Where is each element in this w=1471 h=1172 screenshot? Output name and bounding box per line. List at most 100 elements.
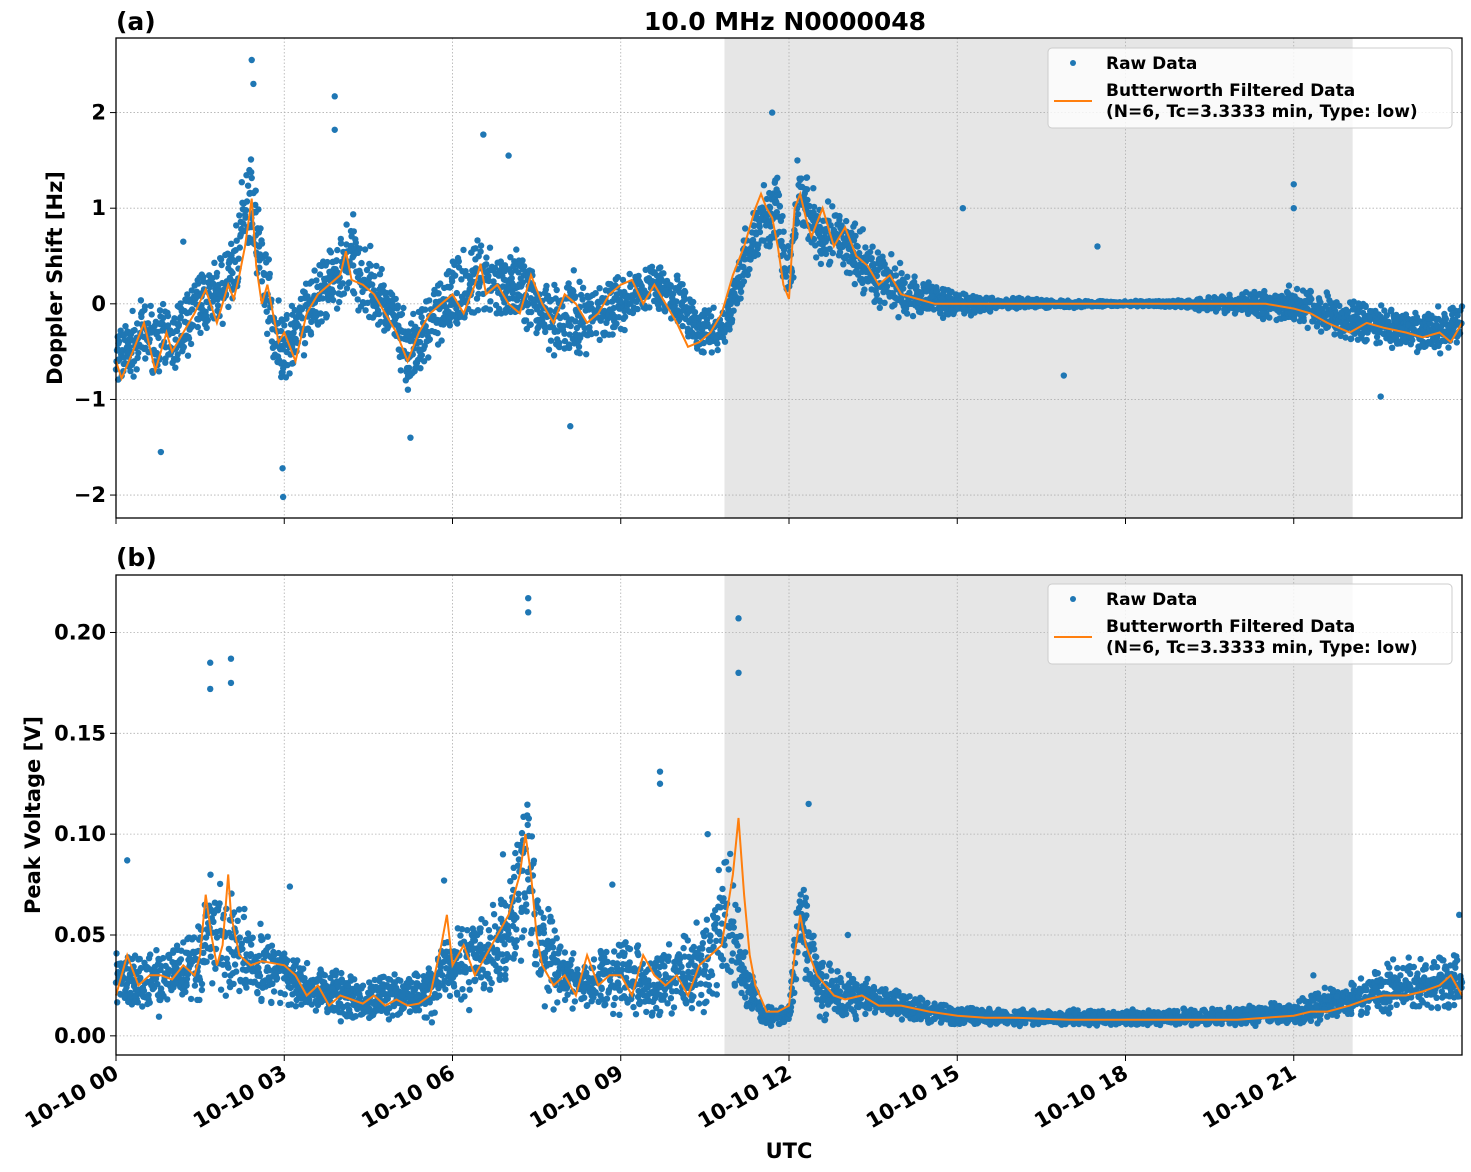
raw-data-point bbox=[135, 349, 142, 357]
raw-data-point bbox=[621, 326, 628, 334]
panel-a-label: (a) bbox=[116, 7, 156, 36]
raw-data-point bbox=[121, 331, 128, 338]
raw-data-point bbox=[487, 934, 494, 941]
raw-data-point bbox=[333, 305, 341, 312]
raw-data-point bbox=[455, 264, 463, 271]
raw-data-point bbox=[515, 283, 522, 291]
raw-data-point bbox=[446, 284, 453, 291]
raw-data-point bbox=[778, 243, 786, 250]
raw-data-point bbox=[204, 316, 211, 324]
raw-data-point bbox=[350, 262, 357, 269]
raw-data-point bbox=[612, 994, 619, 1002]
raw-data-point bbox=[277, 999, 284, 1007]
raw-data-outlier bbox=[407, 434, 414, 441]
raw-data-point bbox=[551, 281, 558, 289]
raw-data-point bbox=[1442, 315, 1450, 323]
raw-data-point bbox=[383, 294, 390, 301]
y-tick-label: 1 bbox=[91, 196, 106, 220]
raw-data-point bbox=[1208, 304, 1215, 311]
raw-data-point bbox=[862, 244, 869, 251]
raw-data-point bbox=[596, 285, 603, 292]
raw-data-point bbox=[1287, 310, 1294, 317]
raw-data-point bbox=[288, 302, 296, 310]
raw-data-point bbox=[434, 316, 441, 324]
raw-data-outlier bbox=[250, 80, 257, 88]
raw-data-point bbox=[129, 307, 136, 315]
raw-data-point bbox=[533, 961, 540, 968]
raw-data-point bbox=[938, 295, 946, 303]
raw-data-point bbox=[579, 284, 587, 291]
raw-data-point bbox=[287, 321, 295, 328]
panel-a-y-axis-label: Doppler Shift [Hz] bbox=[43, 171, 67, 385]
raw-data-point bbox=[404, 386, 412, 393]
raw-data-point bbox=[577, 334, 584, 342]
raw-data-point bbox=[712, 920, 719, 927]
raw-data-point bbox=[725, 306, 732, 313]
raw-data-point bbox=[780, 228, 787, 235]
raw-data-point bbox=[1425, 338, 1432, 346]
raw-data-point bbox=[874, 249, 882, 256]
raw-data-point bbox=[911, 273, 918, 280]
raw-data-point bbox=[243, 172, 250, 179]
raw-data-point bbox=[300, 288, 307, 295]
raw-data-point bbox=[352, 239, 359, 246]
raw-data-point bbox=[821, 226, 828, 233]
raw-data-point bbox=[719, 885, 726, 893]
raw-data-point bbox=[873, 291, 880, 298]
raw-data-point bbox=[187, 340, 195, 348]
raw-data-point bbox=[242, 214, 249, 221]
raw-data-point bbox=[474, 237, 481, 244]
raw-data-point bbox=[868, 255, 875, 262]
raw-data-point bbox=[1361, 315, 1368, 322]
raw-data-point bbox=[254, 225, 261, 232]
raw-data-point bbox=[264, 933, 271, 940]
raw-data-point bbox=[252, 201, 259, 209]
raw-data-point bbox=[810, 946, 818, 953]
raw-data-point bbox=[810, 185, 817, 192]
raw-data-point bbox=[489, 901, 497, 909]
raw-data-point bbox=[1445, 323, 1452, 330]
raw-data-point bbox=[312, 309, 320, 316]
raw-data-point bbox=[1387, 337, 1394, 345]
raw-data-point bbox=[609, 331, 616, 338]
raw-data-point bbox=[843, 217, 850, 225]
raw-data-point bbox=[779, 213, 786, 220]
raw-data-outlier bbox=[794, 157, 801, 164]
raw-data-point bbox=[1290, 316, 1298, 323]
raw-data-point bbox=[195, 316, 202, 323]
raw-data-point bbox=[699, 940, 706, 947]
raw-data-point bbox=[446, 992, 454, 1000]
raw-data-point bbox=[727, 968, 734, 975]
raw-data-point bbox=[177, 300, 184, 307]
raw-data-point bbox=[740, 263, 747, 271]
raw-data-outlier bbox=[1290, 204, 1297, 212]
raw-data-point bbox=[804, 196, 811, 204]
raw-data-point bbox=[1258, 310, 1266, 317]
raw-data-point bbox=[486, 244, 494, 251]
raw-data-point bbox=[648, 267, 655, 274]
raw-data-point bbox=[468, 249, 475, 256]
raw-data-point bbox=[610, 1010, 617, 1018]
raw-data-point bbox=[156, 320, 164, 328]
raw-data-point bbox=[583, 351, 590, 358]
raw-data-point bbox=[898, 270, 905, 277]
raw-data-point bbox=[122, 323, 129, 330]
raw-data-point bbox=[854, 243, 861, 250]
raw-data-point bbox=[392, 295, 399, 303]
raw-data-point bbox=[1218, 293, 1226, 300]
raw-data-point bbox=[1374, 328, 1381, 335]
raw-data-point bbox=[519, 279, 527, 286]
raw-data-point bbox=[491, 264, 499, 272]
raw-data-point bbox=[155, 1013, 163, 1020]
raw-data-point bbox=[527, 321, 534, 328]
raw-data-outlier bbox=[567, 423, 574, 430]
raw-data-point bbox=[829, 249, 836, 257]
raw-data-point bbox=[279, 317, 286, 325]
raw-data-point bbox=[295, 322, 302, 329]
raw-data-point bbox=[378, 265, 385, 273]
raw-data-point bbox=[550, 352, 558, 359]
raw-data-point bbox=[939, 285, 946, 293]
raw-data-point bbox=[1231, 310, 1239, 317]
raw-data-point bbox=[263, 308, 270, 315]
raw-data-point bbox=[655, 265, 663, 272]
